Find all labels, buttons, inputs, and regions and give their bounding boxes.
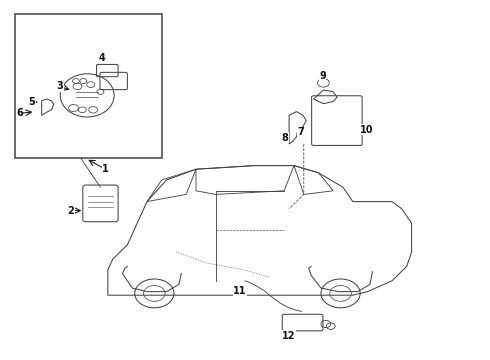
Text: 12: 12 bbox=[282, 330, 296, 341]
Text: 2: 2 bbox=[68, 206, 74, 216]
Bar bbox=[15, 14, 162, 158]
Text: 3: 3 bbox=[56, 81, 63, 91]
Text: 4: 4 bbox=[98, 53, 105, 63]
Text: 7: 7 bbox=[297, 127, 304, 138]
Text: 9: 9 bbox=[319, 71, 326, 81]
Text: 10: 10 bbox=[360, 125, 373, 135]
Text: 1: 1 bbox=[102, 164, 109, 174]
Text: 11: 11 bbox=[233, 286, 247, 296]
Text: 5: 5 bbox=[28, 96, 35, 107]
Text: 8: 8 bbox=[282, 132, 289, 143]
Text: 6: 6 bbox=[16, 108, 23, 118]
